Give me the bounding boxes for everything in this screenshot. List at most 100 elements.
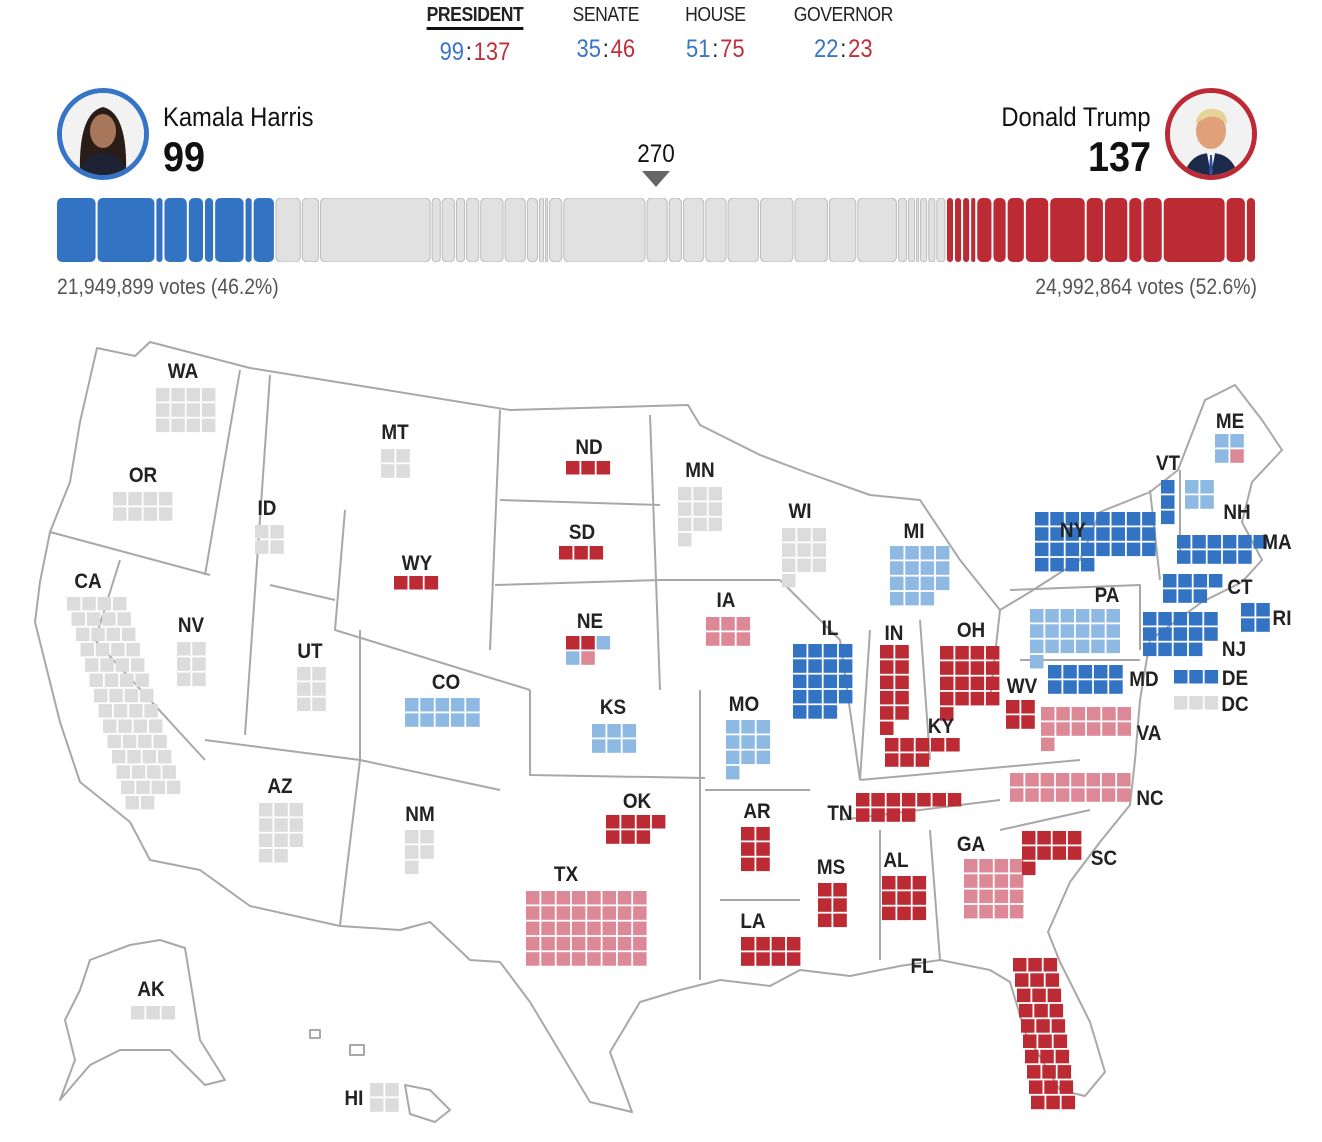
bar-segment-mi[interactable] <box>727 198 759 262</box>
bar-segment-la[interactable] <box>1007 198 1024 262</box>
state-vt[interactable]: VT <box>1156 452 1180 525</box>
state-ri[interactable]: RI <box>1241 603 1291 632</box>
bar-segment-mo[interactable] <box>682 198 705 262</box>
state-mi[interactable]: MI <box>890 520 950 606</box>
state-or[interactable]: OR <box>113 464 173 521</box>
bar-segment-ar[interactable] <box>993 198 1006 262</box>
tab-president[interactable]: PRESIDENT 99:137 <box>420 4 530 67</box>
state-nm[interactable]: NM <box>405 803 435 875</box>
bar-segment-wy[interactable] <box>946 198 954 262</box>
state-ok[interactable]: OK <box>606 790 666 844</box>
state-ky[interactable]: KY <box>885 715 960 767</box>
bar-segment-ak[interactable] <box>928 198 936 262</box>
bar-segment-ny[interactable] <box>97 198 155 262</box>
bar-segment-wa[interactable] <box>275 198 301 262</box>
state-nh[interactable]: NH <box>1185 480 1251 524</box>
state-il[interactable]: IL <box>793 617 853 719</box>
state-de[interactable]: DE <box>1174 667 1248 690</box>
bar-segment-ne[interactable] <box>971 198 976 262</box>
state-me[interactable]: ME <box>1215 410 1244 463</box>
state-ms[interactable]: MS <box>817 856 847 928</box>
bar-segment-vt[interactable] <box>156 198 163 262</box>
bar-segment-md[interactable] <box>253 198 274 262</box>
state-ca[interactable]: CA <box>67 570 181 810</box>
bar-segment-ms[interactable] <box>1129 198 1142 262</box>
state-ut[interactable]: UT <box>297 640 326 712</box>
state-oh[interactable]: OH <box>940 619 1000 721</box>
bar-segment-ia[interactable] <box>668 198 682 262</box>
bar-segment-ca[interactable] <box>320 198 431 262</box>
state-ma[interactable]: MA <box>1177 531 1292 564</box>
state-ne[interactable]: NE <box>566 610 611 665</box>
state-ny[interactable]: NY <box>1035 512 1156 572</box>
bar-segment-il[interactable] <box>57 198 96 262</box>
bar-segment-nh[interactable] <box>897 198 908 262</box>
bar-segment-wv[interactable] <box>1246 198 1255 262</box>
state-ks[interactable]: KS <box>592 696 637 753</box>
state-mo[interactable]: MO <box>726 693 771 780</box>
state-fl[interactable]: FL <box>910 955 1076 1110</box>
state-ak[interactable]: AK <box>131 978 176 1020</box>
bar-segment-or[interactable] <box>301 198 320 262</box>
state-tn[interactable]: TN <box>827 793 962 825</box>
bar-segment-nc[interactable] <box>794 198 828 262</box>
bar-segment-nj[interactable] <box>215 198 244 262</box>
state-md[interactable]: MD <box>1048 665 1159 694</box>
bar-segment-id[interactable] <box>431 198 441 262</box>
state-va[interactable]: VA <box>1041 707 1161 752</box>
state-wy[interactable]: WY <box>394 552 439 590</box>
bar-segment-dc[interactable] <box>920 198 928 262</box>
state-dc[interactable]: DC <box>1174 693 1249 716</box>
state-nd[interactable]: ND <box>566 436 611 475</box>
bar-segment-co[interactable] <box>504 198 526 262</box>
bar-segment-al[interactable] <box>1143 198 1162 262</box>
bar-segment-tx[interactable] <box>563 198 646 262</box>
state-ia[interactable]: IA <box>706 589 751 646</box>
bar-segment-ri[interactable] <box>205 198 214 262</box>
state-sd[interactable]: SD <box>559 521 604 560</box>
bar-segment-ct[interactable] <box>188 198 204 262</box>
bar-segment-ne[interactable] <box>545 198 549 262</box>
state-nc[interactable]: NC <box>1010 773 1164 810</box>
state-ga[interactable]: GA <box>957 833 1024 919</box>
bar-segment-pa[interactable] <box>857 198 897 262</box>
bar-segment-me[interactable] <box>916 198 920 262</box>
state-nv[interactable]: NV <box>177 614 206 687</box>
state-in[interactable]: IN <box>880 622 909 735</box>
state-wa[interactable]: WA <box>156 360 216 433</box>
bar-segment-hi[interactable] <box>936 198 946 262</box>
bar-segment-ok[interactable] <box>977 198 992 262</box>
bar-segment-va[interactable] <box>828 198 857 262</box>
bar-segment-sc[interactable] <box>1226 198 1245 262</box>
bar-segment-fl[interactable] <box>1163 198 1225 262</box>
state-tx[interactable]: TX <box>526 863 647 966</box>
state-ar[interactable]: AR <box>741 800 771 872</box>
state-pa[interactable]: PA <box>1030 584 1120 669</box>
bar-segment-de[interactable] <box>245 198 252 262</box>
bar-segment-ut[interactable] <box>466 198 480 262</box>
state-nj[interactable]: NJ <box>1143 612 1246 661</box>
bar-segment-ne[interactable] <box>539 198 545 262</box>
bar-segment-tn[interactable] <box>1104 198 1128 262</box>
state-la[interactable]: LA <box>740 910 801 966</box>
bar-segment-ma[interactable] <box>164 198 187 262</box>
tab-house[interactable]: HOUSE 51:75 <box>681 4 750 67</box>
state-co[interactable]: CO <box>405 671 480 727</box>
bar-segment-ky[interactable] <box>1086 198 1103 262</box>
bar-segment-ga[interactable] <box>759 198 794 262</box>
state-az[interactable]: AZ <box>259 775 304 863</box>
state-wv[interactable]: WV <box>1006 675 1038 729</box>
bar-segment-nm[interactable] <box>526 198 539 262</box>
bar-segment-in[interactable] <box>1025 198 1049 262</box>
state-mn[interactable]: MN <box>678 459 723 547</box>
bar-segment-nv[interactable] <box>441 198 455 262</box>
state-ct[interactable]: CT <box>1163 574 1253 603</box>
state-hi[interactable]: HI <box>345 1083 399 1112</box>
state-id[interactable]: ID <box>255 497 284 554</box>
tab-senate[interactable]: SENATE 35:46 <box>568 4 644 67</box>
state-al[interactable]: AL <box>882 849 927 921</box>
bar-segment-az[interactable] <box>480 198 504 262</box>
bar-segment-nd[interactable] <box>955 198 962 262</box>
bar-segment-sd[interactable] <box>963 198 970 262</box>
bar-segment-mn[interactable] <box>646 198 668 262</box>
